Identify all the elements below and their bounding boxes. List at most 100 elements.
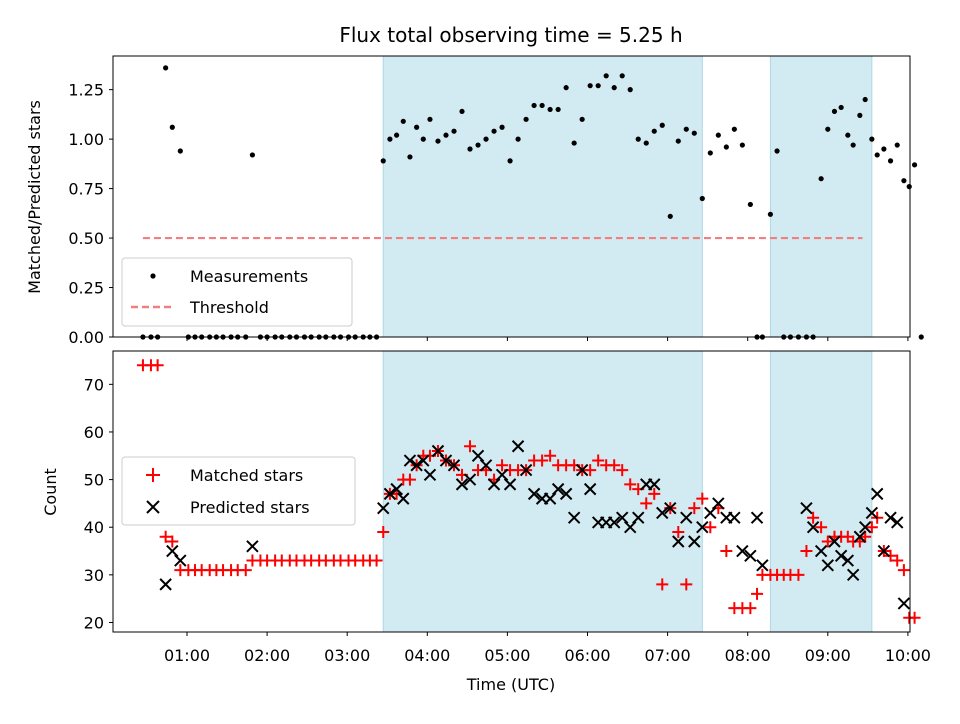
top-measurements-point-61 — [587, 83, 593, 89]
bottom-matched-stars-point-81 — [744, 602, 757, 615]
bottom-predicted-stars-point-16 — [455, 478, 469, 491]
legend-matched-label: Matched stars — [190, 466, 303, 485]
bottom-predicted-stars-point-48 — [712, 497, 725, 510]
top-measurements-point-42 — [435, 138, 441, 144]
top-measurements-point-4 — [163, 65, 169, 71]
bottom-predicted-stars-point-47 — [704, 506, 717, 520]
top-measurements-point-38 — [407, 154, 413, 160]
bottom-predicted-stars-point-38 — [632, 511, 645, 524]
top-measurements-point-5 — [169, 124, 175, 130]
bottom-matched-stars-point-50 — [496, 459, 509, 472]
top-measurements-point-43 — [443, 132, 449, 138]
top-measurements-point-106 — [911, 162, 918, 168]
bottom-predicted-stars-point-67 — [877, 544, 891, 558]
top-measurements-point-35 — [387, 136, 393, 142]
bottom-predicted-stars-point-14 — [439, 454, 453, 467]
bottom-data-marks — [136, 359, 921, 624]
top-y-axis: 0.00 0.25 0.50 0.75 1.00 1.25 — [68, 81, 113, 347]
top-measurements-point-67 — [635, 136, 641, 142]
top-measurements-point-46 — [467, 146, 473, 152]
x-tick-label-7: 07:00 — [645, 646, 691, 665]
bottom-matched-stars-point-64 — [608, 459, 621, 472]
bottom-predicted-stars-point-61 — [841, 554, 855, 567]
bottom-panel: 20 30 40 50 60 70 01:00 02:00 03:00 04:00 05:00 06… — [41, 350, 931, 694]
bottom-matched-stars-point-56 — [544, 449, 557, 462]
top-measurements-point-107 — [918, 334, 924, 340]
bottom-predicted-stars-point-59 — [828, 535, 841, 548]
bottom-y-axis: 20 30 40 50 60 70 — [84, 375, 113, 632]
top-y-tick-label-2: 0.25 — [68, 279, 104, 298]
bottom-matched-stars-point-5 — [166, 535, 179, 548]
bottom-predicted-stars-point-32 — [583, 482, 597, 496]
bottom-matched-stars-point-15 — [239, 564, 252, 577]
bottom-matched-stars-point-99 — [865, 521, 878, 534]
bottom-predicted-stars-point-3 — [174, 554, 187, 567]
top-measurements-point-74 — [691, 130, 697, 136]
bottom-matched-stars-point-66 — [624, 478, 637, 491]
bottom-y-tick-label-2: 30 — [84, 566, 104, 585]
bottom-predicted-stars-point-4 — [246, 540, 259, 553]
bottom-predicted-stars-point-54 — [756, 559, 769, 572]
top-measurements-point-75 — [699, 195, 705, 202]
bottom-predicted-stars-point-7 — [390, 482, 403, 496]
bottom-predicted-stars-point-28 — [551, 482, 565, 496]
bottom-matched-stars-point-46 — [464, 440, 477, 453]
bottom-predicted-stars-point-29 — [559, 487, 573, 501]
bottom-matched-stars-point-74 — [688, 502, 701, 515]
bottom-legend-box — [121, 456, 356, 526]
bottom-y-tick-label-4: 50 — [84, 471, 104, 490]
top-measurements-point-49 — [491, 128, 497, 134]
bottom-predicted-stars-point-42 — [664, 501, 677, 515]
top-measurements-point-6 — [177, 148, 183, 154]
bottom-predicted-stars-point-68 — [884, 511, 897, 524]
bottom-matched-stars-point-88 — [792, 568, 805, 581]
top-measurements-point-68 — [643, 140, 649, 146]
x-tick-label-10: 10:00 — [885, 646, 931, 665]
top-measurements-point-92 — [825, 126, 831, 132]
top-measurements-point-52 — [515, 136, 521, 142]
x-tick-label-4: 04:00 — [404, 646, 450, 665]
top-measurements-point-76 — [707, 150, 713, 156]
x-tick-label-1: 01:00 — [164, 646, 210, 665]
top-measurements-point-45 — [459, 108, 465, 115]
bottom-predicted-stars-point-20 — [487, 478, 501, 491]
bottom-predicted-stars-point-70 — [897, 597, 911, 610]
bottom-predicted-stars-point-12 — [423, 468, 437, 482]
top-measurements-point-55 — [539, 102, 545, 109]
x-tick-label-2: 02:00 — [244, 646, 290, 665]
bottom-predicted-stars-point-13 — [431, 444, 445, 458]
top-measurements-point-81 — [747, 201, 753, 208]
x-tick-label-3: 03:00 — [324, 646, 370, 665]
legend-predicted-label: Predicted stars — [190, 498, 310, 517]
top-measurements-point-60 — [579, 116, 585, 122]
x-tick-label-5: 05:00 — [484, 646, 530, 665]
bottom-matched-stars-point-69 — [648, 487, 661, 500]
top-legend: Measurements Threshold — [121, 257, 353, 327]
top-y-tick-label-3: 0.50 — [68, 229, 104, 248]
bottom-predicted-stars-point-35 — [607, 516, 621, 529]
top-measurements-point-34 — [380, 158, 386, 164]
top-measurements-point-73 — [683, 126, 689, 132]
top-measurements-point-50 — [499, 124, 505, 130]
top-measurements-point-48 — [483, 136, 489, 142]
top-measurements-point-77 — [715, 132, 721, 138]
bottom-predicted-stars-point-30 — [567, 511, 581, 524]
bottom-matched-stars-point-73 — [680, 578, 693, 591]
bottom-predicted-stars-point-2 — [166, 544, 179, 558]
bottom-matched-stars-point-70 — [656, 578, 669, 591]
top-panel: 0.00 0.25 0.50 0.75 1.00 1.25 Matched/Predict… — [25, 55, 924, 347]
bottom-matched-stars-point-3 — [151, 359, 164, 372]
top-measurements-point-80 — [739, 142, 745, 148]
bottom-y-tick-label-5: 60 — [84, 423, 104, 442]
bottom-matched-stars-point-82 — [751, 587, 764, 600]
bottom-predicted-stars-point-5 — [377, 501, 390, 515]
top-data-marks — [140, 65, 924, 340]
top-measurements-point-104 — [901, 178, 907, 184]
top-measurements-point-57 — [555, 106, 561, 113]
top-measurements-point-71 — [667, 213, 673, 219]
bottom-legend: Matched stars Predicted stars — [121, 456, 356, 526]
bottom-predicted-stars-point-11 — [417, 454, 430, 467]
bottom-matched-stars-point-55 — [536, 454, 549, 467]
bottom-predicted-stars-point-19 — [479, 459, 493, 472]
